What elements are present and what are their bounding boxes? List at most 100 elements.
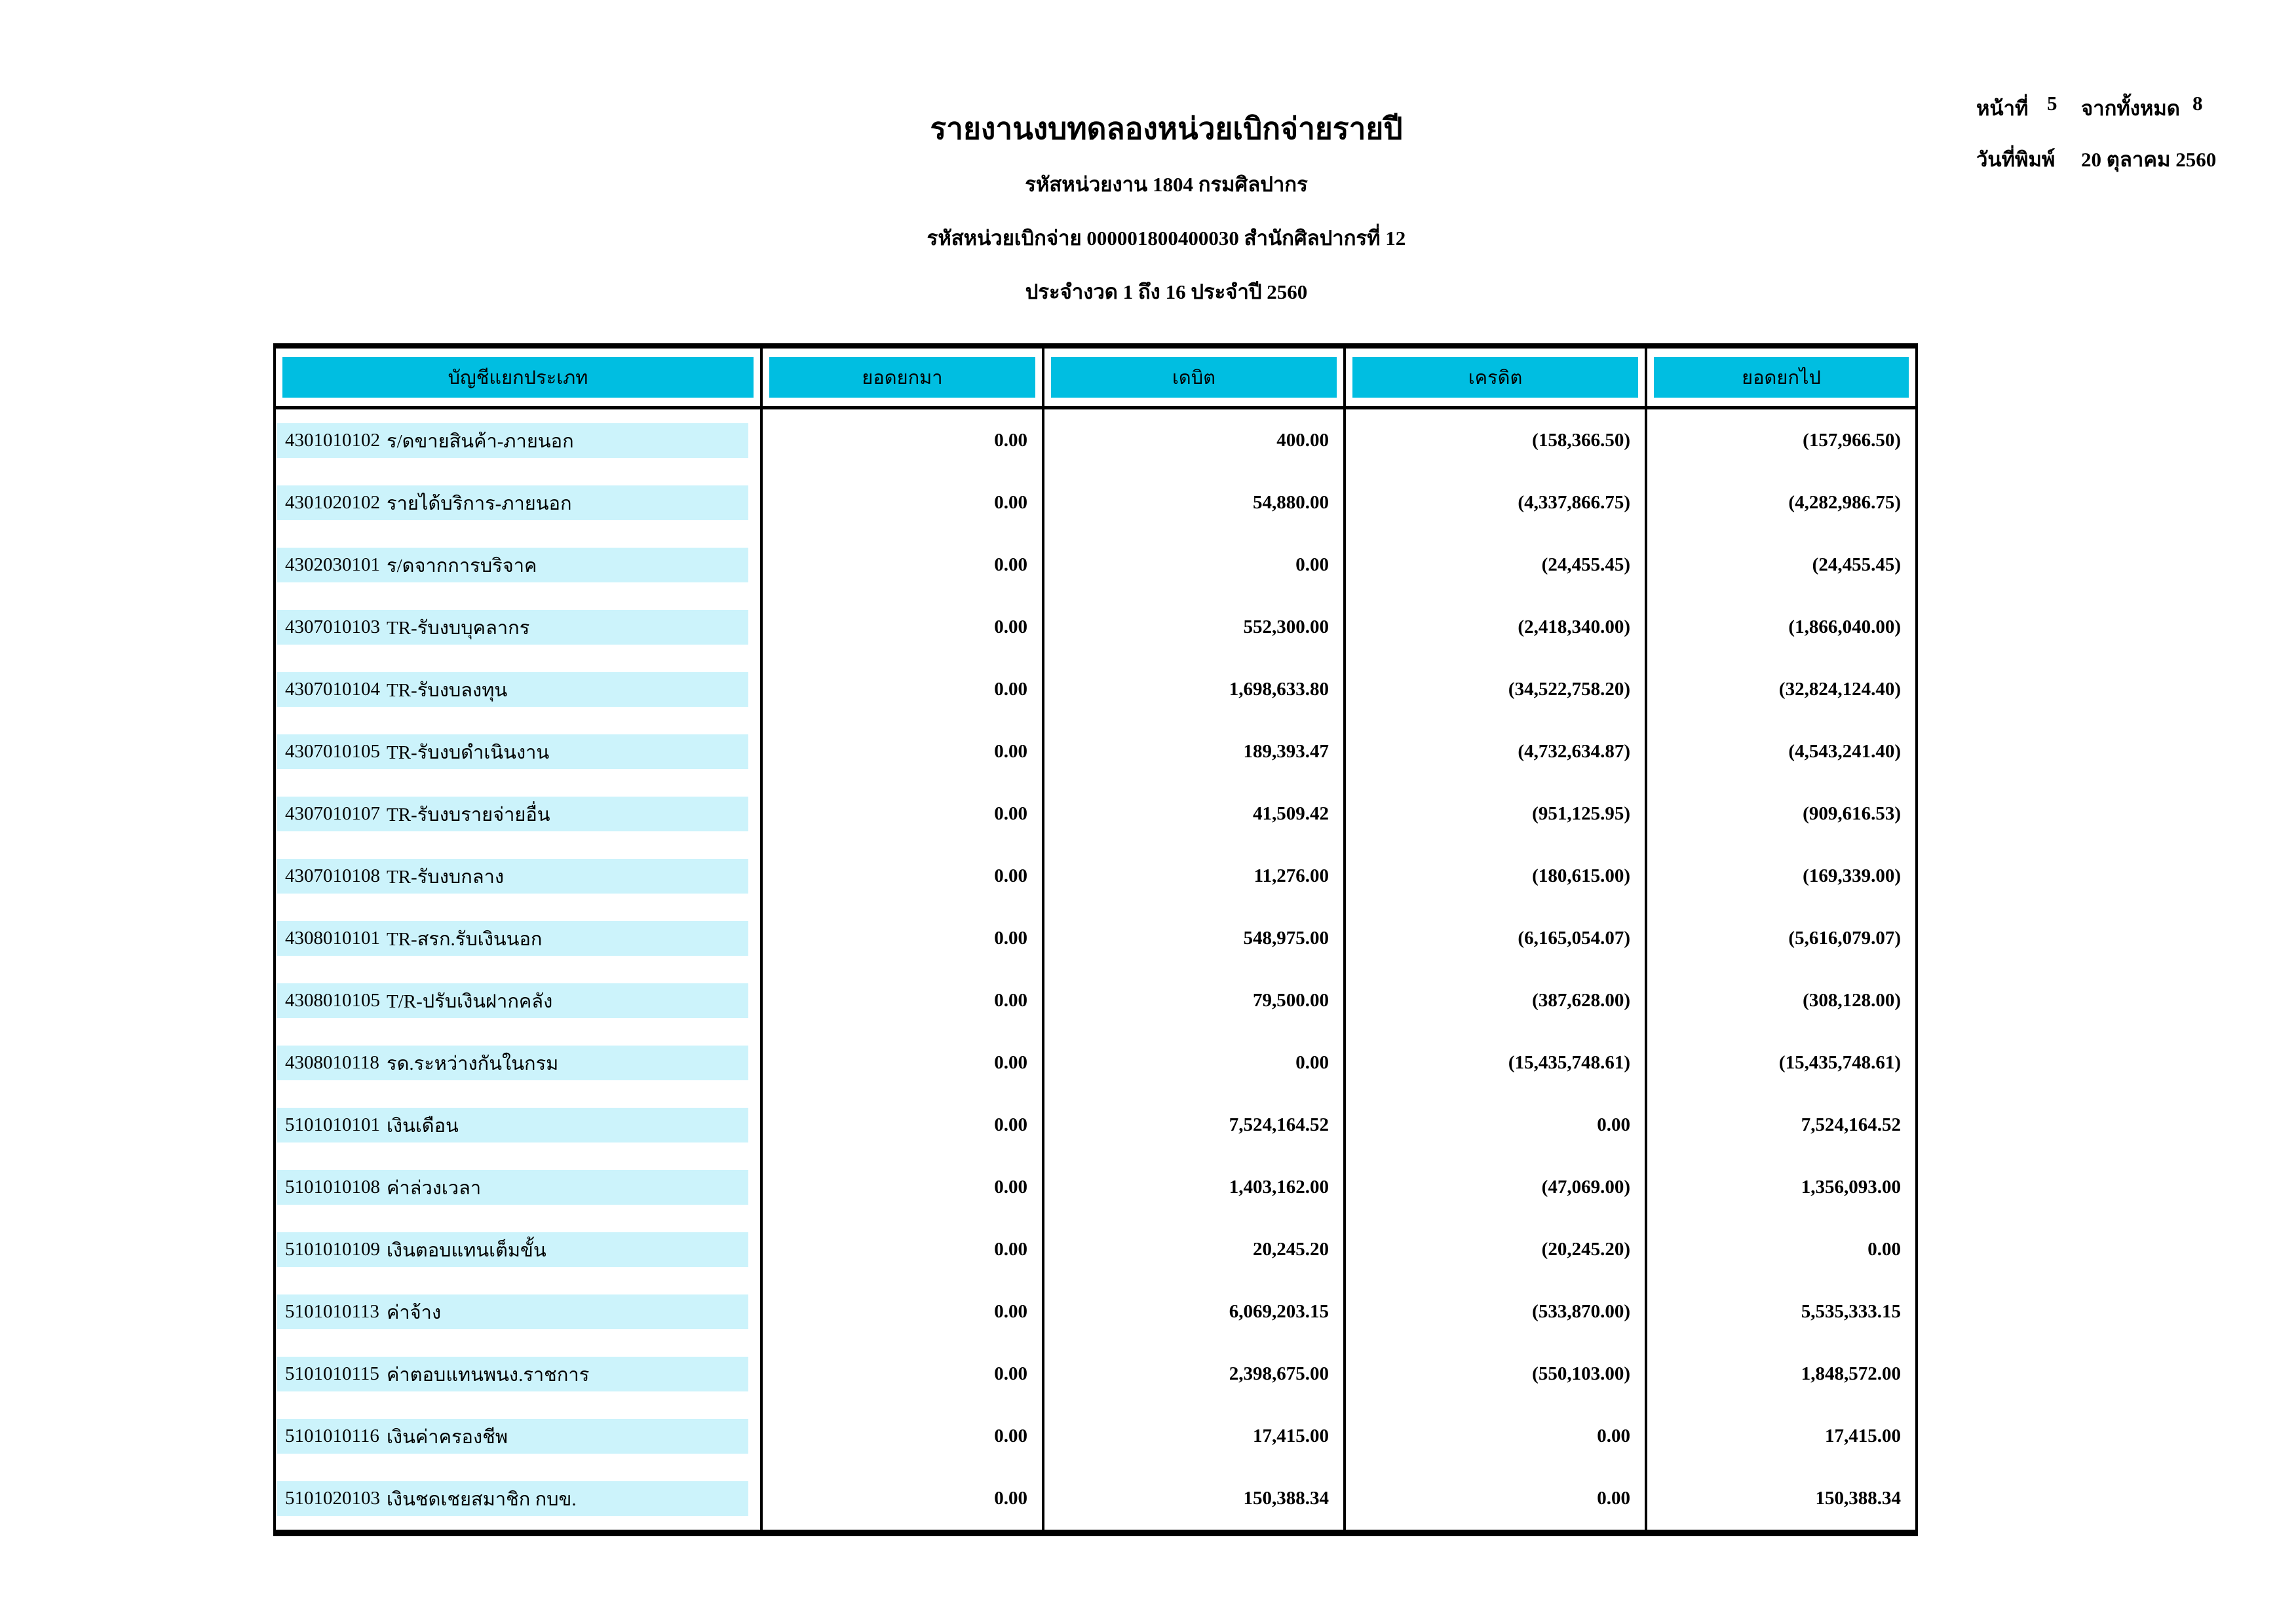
account-name: รด.ระหว่างกันในกรม	[387, 1053, 559, 1074]
account-band: 4308010101 TR-สรก.รับเงินนอก	[277, 921, 748, 956]
debit-cell: 0.00	[1042, 534, 1345, 596]
debit-cell: 79,500.00	[1042, 970, 1345, 1032]
table-row: 4307010105 TR-รับงบดำเนินงาน 0.00 189,39…	[275, 721, 1917, 783]
account-cell: 4308010101 TR-สรก.รับเงินนอก	[275, 907, 761, 970]
table-row: 5101020103 เงินชดเชยสมาชิก กบข. 0.00 150…	[275, 1467, 1917, 1533]
account-code: 5101010101	[285, 1114, 380, 1135]
credit-cell: (951,125.95)	[1343, 783, 1646, 845]
brought-forward-cell: 0.00	[760, 1405, 1043, 1467]
debit-cell: 1,403,162.00	[1042, 1156, 1345, 1218]
account-name: เงินค่าครองชีพ	[387, 1426, 508, 1448]
debit-cell: 41,509.42	[1042, 783, 1345, 845]
column-header-carried-forward: ยอดยกไป	[1645, 346, 1917, 409]
account-name: TR-รับงบดำเนินงาน	[387, 742, 550, 763]
carried-forward-cell: (32,824,124.40)	[1645, 658, 1917, 721]
carried-forward-cell: 1,848,572.00	[1645, 1343, 1917, 1405]
table-row: 5101010108 ค่าล่วงเวลา 0.00 1,403,162.00…	[275, 1156, 1917, 1218]
credit-cell: (4,337,866.75)	[1343, 472, 1646, 534]
carried-forward-cell: (157,966.50)	[1645, 407, 1917, 472]
account-band: 5101020103 เงินชดเชยสมาชิก กบข.	[277, 1481, 748, 1516]
debit-cell: 7,524,164.52	[1042, 1094, 1345, 1156]
brought-forward-cell: 0.00	[760, 1343, 1043, 1405]
carried-forward-cell: (4,282,986.75)	[1645, 472, 1917, 534]
debit-cell: 400.00	[1042, 407, 1345, 472]
brought-forward-cell: 0.00	[760, 472, 1043, 534]
brought-forward-cell: 0.00	[760, 658, 1043, 721]
page-number-value: 5	[2047, 92, 2057, 115]
account-band: 4307010108 TR-รับงบกลาง	[277, 859, 748, 894]
table-row: 4308010118 รด.ระหว่างกันในกรม 0.00 0.00 …	[275, 1032, 1917, 1094]
brought-forward-cell: 0.00	[760, 1094, 1043, 1156]
table-row: 5101010101 เงินเดือน 0.00 7,524,164.52 0…	[275, 1094, 1917, 1156]
account-cell: 4308010105 T/R-ปรับเงินฝากคลัง	[275, 970, 761, 1032]
table-row: 4307010104 TR-รับงบลงทุน 0.00 1,698,633.…	[275, 658, 1917, 721]
account-code: 5101010109	[285, 1239, 380, 1260]
account-code: 5101010115	[285, 1363, 379, 1384]
agency-code-line: รหัสหน่วยงาน 1804 กรมศิลปากร	[1025, 173, 1308, 196]
account-band: 4308010118 รด.ระหว่างกันในกรม	[277, 1046, 748, 1080]
account-cell: 4307010107 TR-รับงบรายจ่ายอื่น	[275, 783, 761, 845]
account-name: T/R-ปรับเงินฝากคลัง	[387, 991, 553, 1012]
disbursement-unit-line: รหัสหน่วยเบิกจ่าย 000001800400030 สำนักศ…	[927, 227, 1406, 250]
debit-cell: 552,300.00	[1042, 596, 1345, 658]
account-name: เงินชดเชยสมาชิก กบข.	[387, 1488, 577, 1510]
account-code: 5101020103	[285, 1488, 380, 1509]
credit-cell: (4,732,634.87)	[1343, 721, 1646, 783]
carried-forward-cell: (308,128.00)	[1645, 970, 1917, 1032]
account-band: 5101010101 เงินเดือน	[277, 1108, 748, 1142]
account-name: TR-รับงบลงทุน	[387, 679, 508, 701]
carried-forward-cell: 5,535,333.15	[1645, 1281, 1917, 1343]
brought-forward-cell: 0.00	[760, 1467, 1043, 1533]
account-code: 4301020102	[285, 492, 380, 513]
table-row: 4302030101 ร/ดจากการบริจาค 0.00 0.00 (24…	[275, 534, 1917, 596]
account-name: ร/ดจากการบริจาค	[387, 555, 537, 576]
credit-cell: (47,069.00)	[1343, 1156, 1646, 1218]
account-band: 4301020102 รายได้บริการ-ภายนอก	[277, 485, 748, 520]
debit-cell: 2,398,675.00	[1042, 1343, 1345, 1405]
credit-cell: (6,165,054.07)	[1343, 907, 1646, 970]
page-number-label: หน้าที่	[1976, 97, 2029, 120]
column-header-debit-band: เดบิต	[1051, 357, 1337, 398]
account-band: 4302030101 ร/ดจากการบริจาค	[277, 548, 748, 582]
table-row: 4308010101 TR-สรก.รับเงินนอก 0.00 548,97…	[275, 907, 1917, 970]
account-code: 4308010105	[285, 990, 380, 1011]
brought-forward-cell: 0.00	[760, 721, 1043, 783]
debit-cell: 11,276.00	[1042, 845, 1345, 907]
brought-forward-cell: 0.00	[760, 970, 1043, 1032]
debit-cell: 20,245.20	[1042, 1218, 1345, 1281]
debit-cell: 17,415.00	[1042, 1405, 1345, 1467]
credit-cell: (2,418,340.00)	[1343, 596, 1646, 658]
brought-forward-cell: 0.00	[760, 407, 1043, 472]
credit-cell: (533,870.00)	[1343, 1281, 1646, 1343]
credit-cell: (180,615.00)	[1343, 845, 1646, 907]
account-band: 5101010108 ค่าล่วงเวลา	[277, 1170, 748, 1205]
account-cell: 4301020102 รายได้บริการ-ภายนอก	[275, 472, 761, 534]
brought-forward-cell: 0.00	[760, 1218, 1043, 1281]
account-code: 4307010103	[285, 616, 380, 637]
credit-cell: (15,435,748.61)	[1343, 1032, 1646, 1094]
period-line: ประจำงวด 1 ถึง 16 ประจำปี 2560	[1025, 280, 1308, 303]
account-cell: 5101010109 เงินตอบแทนเต็มขั้น	[275, 1218, 761, 1281]
account-band: 4307010104 TR-รับงบลงทุน	[277, 672, 748, 707]
carried-forward-cell: (24,455.45)	[1645, 534, 1917, 596]
account-name: รายได้บริการ-ภายนอก	[387, 493, 572, 514]
account-code: 5101010113	[285, 1301, 379, 1322]
table-row: 5101010116 เงินค่าครองชีพ 0.00 17,415.00…	[275, 1405, 1917, 1467]
account-cell: 4307010108 TR-รับงบกลาง	[275, 845, 761, 907]
debit-cell: 54,880.00	[1042, 472, 1345, 534]
carried-forward-cell: 1,356,093.00	[1645, 1156, 1917, 1218]
account-band: 4307010105 TR-รับงบดำเนินงาน	[277, 734, 748, 769]
brought-forward-cell: 0.00	[760, 845, 1043, 907]
print-date-label: วันที่พิมพ์	[1976, 148, 2056, 171]
debit-cell: 150,388.34	[1042, 1467, 1345, 1533]
table-row: 5101010109 เงินตอบแทนเต็มขั้น 0.00 20,24…	[275, 1218, 1917, 1281]
account-cell: 5101010101 เงินเดือน	[275, 1094, 761, 1156]
column-header-credit-band: เครดิต	[1352, 357, 1638, 398]
brought-forward-cell: 0.00	[760, 783, 1043, 845]
table-header-row: บัญชีแยกประเภท ยอดยกมา เดบิต เครดิต ยอดย…	[275, 346, 1917, 409]
credit-cell: (24,455.45)	[1343, 534, 1646, 596]
table-row: 4308010105 T/R-ปรับเงินฝากคลัง 0.00 79,5…	[275, 970, 1917, 1032]
column-header-account-band: บัญชีแยกประเภท	[282, 357, 754, 398]
account-code: 4301010102	[285, 430, 380, 451]
column-header-debit: เดบิต	[1042, 346, 1345, 409]
